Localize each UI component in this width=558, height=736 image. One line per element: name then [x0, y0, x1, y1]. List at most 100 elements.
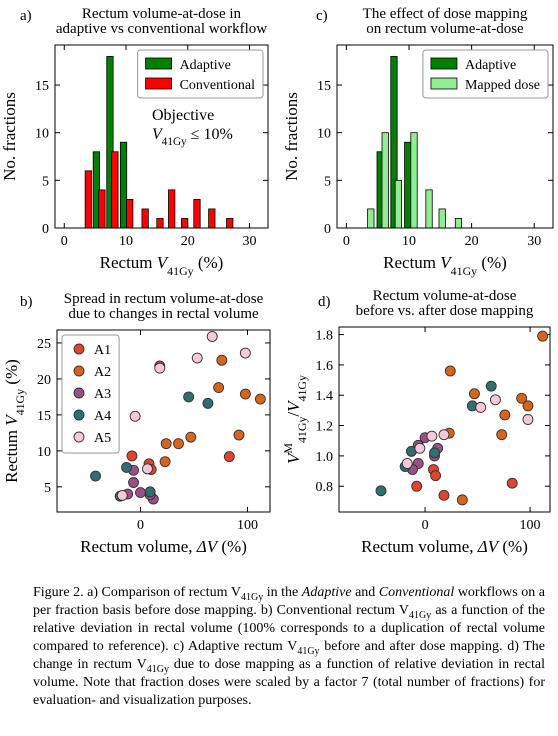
scatter-point: [375, 485, 387, 497]
scatter-point: [159, 456, 171, 468]
bar: [168, 189, 176, 229]
caption-text: before and after dose mapping. d) The ch…: [33, 639, 546, 672]
text-part: 41Gy: [295, 375, 309, 401]
scatter-point: [411, 480, 423, 492]
y-tick-label: 25: [37, 337, 51, 352]
panel-label: d): [318, 294, 331, 310]
x-tick-label: 100: [520, 518, 541, 533]
legend-swatch: [73, 387, 85, 399]
y-tick-label: 1.0: [316, 450, 334, 465]
y-axis-label: Rectum V41Gy (%): [2, 359, 27, 483]
text-part: /: [284, 412, 303, 417]
text-part: V: [440, 253, 453, 272]
scatter-point: [191, 352, 203, 364]
caption-text: workflows on a per fraction basis before…: [33, 585, 545, 618]
scatter-point: [489, 394, 501, 406]
legend-swatch: [73, 431, 85, 443]
legend-swatch: [145, 77, 172, 90]
scatter-point: [429, 447, 440, 459]
text-part: ΔV: [477, 537, 501, 556]
y-tick-label: 1.4: [316, 389, 334, 404]
scatter-point: [160, 438, 172, 450]
scatter-point: [456, 494, 468, 506]
chart-title: adaptive vs conventional workflow: [56, 21, 267, 37]
legend-label: A1: [94, 343, 111, 358]
x-tick-label: 10: [402, 234, 416, 249]
y-axis-label: No. fractions: [0, 92, 19, 181]
scatter-point: [426, 430, 438, 442]
legend-swatch: [73, 409, 85, 421]
x-tick-label: 0: [61, 234, 68, 249]
text-part: V: [284, 399, 303, 412]
bar: [394, 179, 402, 229]
scatter-point: [438, 489, 450, 501]
caption-text: 41Gy: [297, 645, 320, 657]
chart-title: due to changes in rectal volume: [68, 306, 259, 322]
scatter-point: [216, 354, 228, 366]
x-tick-label: 0: [137, 518, 144, 533]
chart-title: Rectum volume-at-dose in: [82, 6, 242, 22]
bar: [126, 199, 134, 229]
caption-text: due to dose mapping as a function of rel…: [33, 657, 545, 708]
scatter-point: [213, 382, 225, 393]
axes-frame: [56, 329, 271, 513]
scatter-point: [223, 451, 235, 463]
annotation: Objective: [152, 107, 214, 124]
scatter-point: [116, 490, 128, 501]
legend-label: A4: [94, 409, 111, 424]
caption-text: Conventional: [378, 585, 455, 600]
y-tick-label: 15: [317, 79, 331, 94]
panel-label: c): [316, 8, 328, 24]
y-tick-label: 0.8: [316, 480, 334, 495]
caption-text: Adaptive: [301, 585, 352, 600]
scatter-point: [144, 486, 156, 498]
legend: A1 A2 A3 A4 A5: [61, 334, 120, 454]
y-tick-label: 1.2: [316, 420, 334, 435]
annotation: V41Gy ≤ 10%: [152, 126, 233, 148]
caption-text: 41Gy: [240, 591, 264, 603]
bar: [381, 132, 389, 229]
scatter-point: [496, 429, 508, 441]
scatter-point: [537, 330, 549, 342]
legend-label: Conventional: [180, 78, 256, 93]
y-tick-label: 5: [324, 174, 331, 189]
scatter-point: [202, 397, 214, 409]
x-axis-label: Rectum V41Gy (%): [383, 253, 507, 278]
legend-label: A2: [94, 365, 111, 380]
y-tick-label: 1.6: [316, 359, 334, 374]
scatter-point: [475, 401, 487, 413]
scatter-point: [135, 487, 146, 499]
text-part: V: [157, 253, 170, 272]
text-part: (%): [217, 537, 247, 556]
scatter-point: [522, 414, 534, 425]
bar: [425, 189, 433, 229]
scatter-point: [506, 477, 518, 489]
x-tick-label: 30: [242, 234, 256, 249]
legend-label: Adaptive: [465, 58, 516, 73]
scatter-point: [430, 470, 442, 482]
axes-frame: [336, 44, 554, 229]
legend-swatch: [145, 57, 172, 70]
scatter-point: [468, 388, 480, 400]
text-part: V: [284, 451, 303, 464]
text-part: Rectum volume,: [80, 537, 197, 556]
text-part: 41Gy: [167, 264, 193, 278]
scatter-point: [499, 409, 511, 421]
caption-text: in the: [263, 585, 302, 600]
scatter-point: [90, 470, 101, 482]
caption: Figure 2. a) Comparison of rectum V41Gy …: [33, 584, 545, 710]
y-tick-label: 5: [42, 174, 49, 189]
y-tick-label: 20: [37, 373, 51, 388]
bar: [438, 208, 446, 229]
scatter-point: [121, 461, 133, 473]
x-tick-label: 30: [527, 234, 541, 249]
chart-title: Rectum volume-at-dose: [373, 288, 517, 304]
legend-swatch: [73, 365, 85, 377]
text-part: (%): [2, 359, 21, 389]
y-tick-label: 5: [44, 481, 51, 496]
legend-swatch: [73, 343, 85, 355]
legend-swatch: [430, 57, 458, 70]
scatter-point: [239, 347, 251, 359]
scatter-point: [128, 477, 139, 488]
